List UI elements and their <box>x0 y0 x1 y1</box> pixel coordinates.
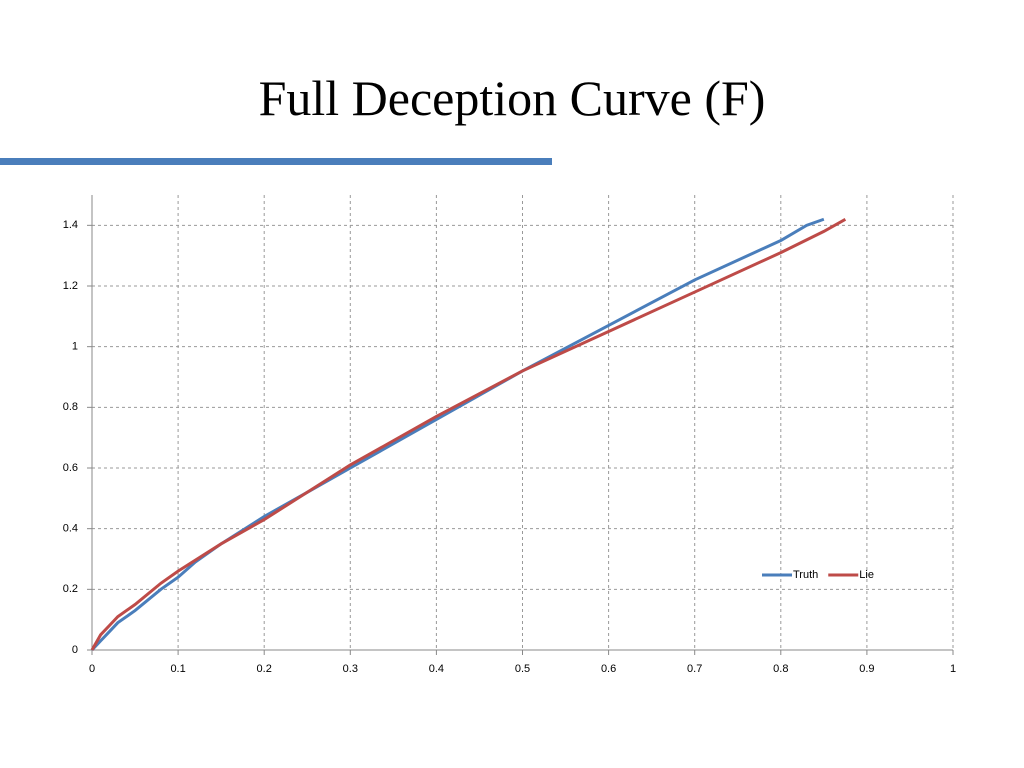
x-tick-label: 0.8 <box>773 663 788 675</box>
x-tick-label: 0.6 <box>601 663 616 675</box>
y-tick-label: 0.6 <box>63 462 78 474</box>
x-tick-label: 0.4 <box>429 663 444 675</box>
x-tick-label: 0.7 <box>687 663 702 675</box>
x-tick-label: 0 <box>89 663 95 675</box>
x-tick-label: 0.5 <box>515 663 530 675</box>
y-tick-label: 1.4 <box>63 219 78 231</box>
y-tick-label: 0.8 <box>63 401 78 413</box>
y-tick-label: 0.4 <box>63 523 78 535</box>
y-tick-label: 0.2 <box>63 583 78 595</box>
x-tick-label: 1 <box>950 663 956 675</box>
data-line <box>90 217 847 651</box>
y-tick-label: 1.2 <box>63 280 78 292</box>
x-tick-label: 0.3 <box>343 663 358 675</box>
data-line <box>90 217 825 652</box>
x-tick-label: 0.2 <box>257 663 272 675</box>
x-tick-label: 0.1 <box>170 663 185 675</box>
y-tick-label: 0 <box>72 644 78 656</box>
title-underline <box>0 158 552 165</box>
x-tick-label: 0.9 <box>859 663 874 675</box>
y-tick-label: 1 <box>72 341 78 353</box>
chart-title: Full Deception Curve (F) <box>259 70 766 126</box>
legend-label: Lie <box>859 569 874 581</box>
legend-label: Truth <box>793 569 818 581</box>
